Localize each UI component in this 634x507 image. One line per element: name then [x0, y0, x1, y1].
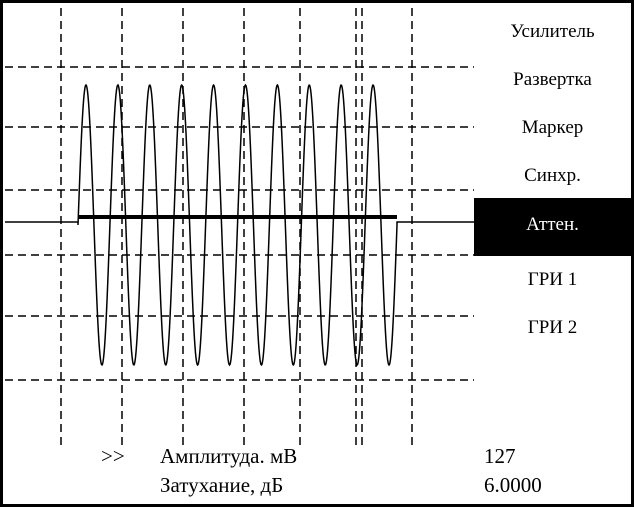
menu-item-attenuator[interactable]: Аттен. [474, 198, 631, 256]
attenuation-value[interactable]: 6.0000 [484, 473, 542, 497]
attenuation-label[interactable]: Затухание, дБ [160, 473, 284, 497]
menu-item-gri-2[interactable]: ГРИ 2 [527, 317, 578, 338]
cursor-indicator: >> [101, 444, 125, 468]
menu-item-gri-1[interactable]: ГРИ 1 [527, 269, 578, 290]
grid-vertical-lines [60, 8, 413, 445]
menu-item-amplifier[interactable]: Усилитель [510, 21, 595, 42]
amplitude-value[interactable]: 127 [484, 444, 516, 468]
grid-horizontal-lines [5, 66, 474, 381]
signal-waveform [5, 83, 474, 367]
menu-item-sync[interactable]: Синхр. [524, 165, 581, 186]
amplitude-label[interactable]: Амплитуда. мВ [160, 444, 298, 468]
menu-item-sweep[interactable]: Развертка [513, 69, 592, 90]
menu-item-marker[interactable]: Маркер [521, 117, 584, 138]
